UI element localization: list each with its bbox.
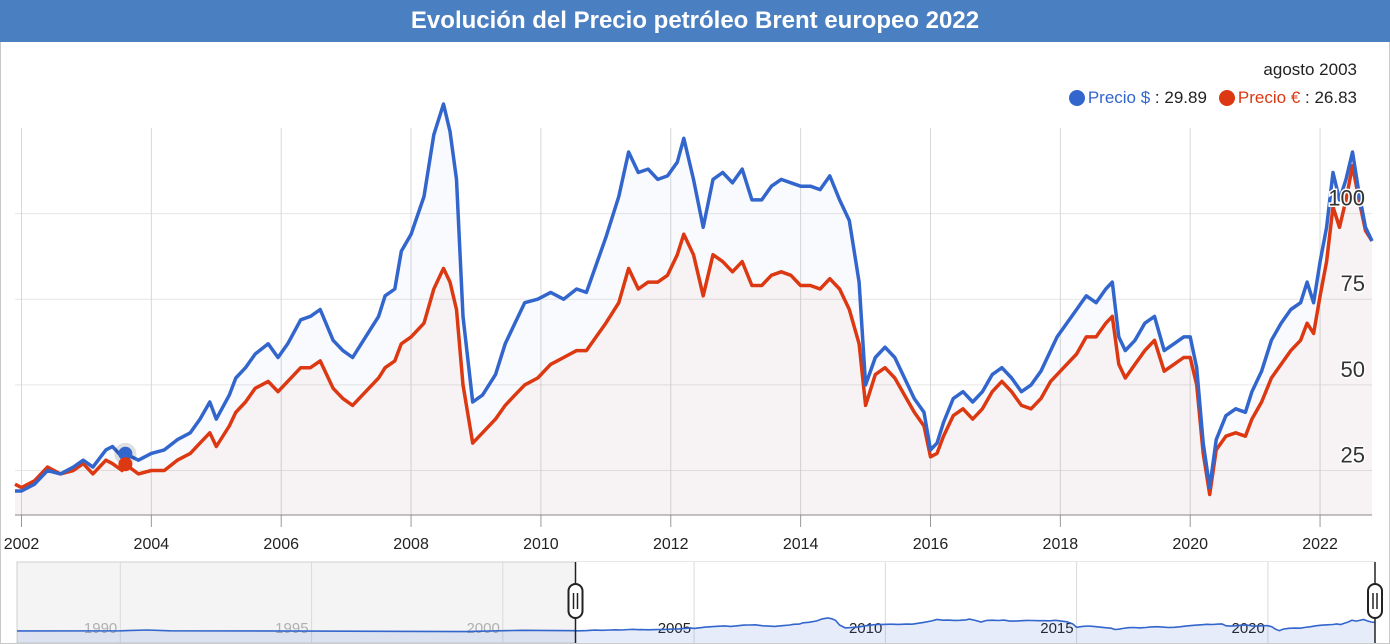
navigator-area <box>17 617 1375 643</box>
navigator-label-2020: 2020 <box>1232 620 1265 637</box>
navigator-line <box>16 617 1376 633</box>
series-line-usd <box>15 102 1374 493</box>
x-tick-label-2008: 2008 <box>393 536 429 553</box>
navigator-label-2015: 2015 <box>1040 620 1073 637</box>
series-line-eur <box>14 163 1374 497</box>
x-tick-label-2018: 2018 <box>1043 536 1079 553</box>
x-tick-label-2010: 2010 <box>523 536 559 553</box>
navigator-label-1995: 1995 <box>275 620 308 637</box>
legend-date: agosto 2003 <box>1263 60 1357 79</box>
x-tick-label-2004: 2004 <box>134 536 170 553</box>
legend-label-usd: Precio $ <box>1087 88 1151 107</box>
legend-sep-usd: : <box>1150 88 1165 107</box>
x-tick-label-2020: 2020 <box>1172 536 1208 553</box>
x-tick-label-2006: 2006 <box>263 536 299 553</box>
legend: Precio $ : 29.89 Precio € : 26.83 <box>1068 88 1357 108</box>
x-tick-label-2014: 2014 <box>783 536 819 553</box>
highlight-point-eur <box>118 457 133 472</box>
navigator-selection <box>575 562 1375 643</box>
x-tick-label-2012: 2012 <box>653 536 689 553</box>
x-tick-label-2016: 2016 <box>913 536 949 553</box>
legend-value-usd: 29.89 <box>1164 88 1207 107</box>
legend-dot-eur-icon <box>1218 90 1235 106</box>
y-tick-label-50: 50 <box>1341 357 1365 382</box>
x-tick-label-2002: 2002 <box>4 536 40 553</box>
y-tick-label-100: 100 <box>1328 186 1365 211</box>
y-tick-label-25: 25 <box>1341 442 1365 467</box>
navigator-handle-right[interactable] <box>1367 583 1383 619</box>
legend-sep-eur: : <box>1300 88 1315 107</box>
legend-item-eur[interactable]: Precio € : 26.83 <box>1218 88 1357 108</box>
y-tick-label-75: 75 <box>1341 271 1365 296</box>
navigator-label-1990: 1990 <box>84 620 117 637</box>
highlight-point-usd <box>118 446 133 461</box>
legend-label-eur: Precio € <box>1237 88 1301 107</box>
legend-value-eur: 26.83 <box>1314 88 1357 107</box>
navigator-handle-left[interactable] <box>567 583 584 619</box>
legend-dot-usd-icon <box>1068 90 1085 106</box>
legend-item-usd[interactable]: Precio $ : 29.89 <box>1068 88 1207 108</box>
x-tick-label-2022: 2022 <box>1302 536 1338 553</box>
navigator-label-2000: 2000 <box>466 620 499 637</box>
chart-title: Evolución del Precio petróleo Brent euro… <box>0 0 1390 42</box>
